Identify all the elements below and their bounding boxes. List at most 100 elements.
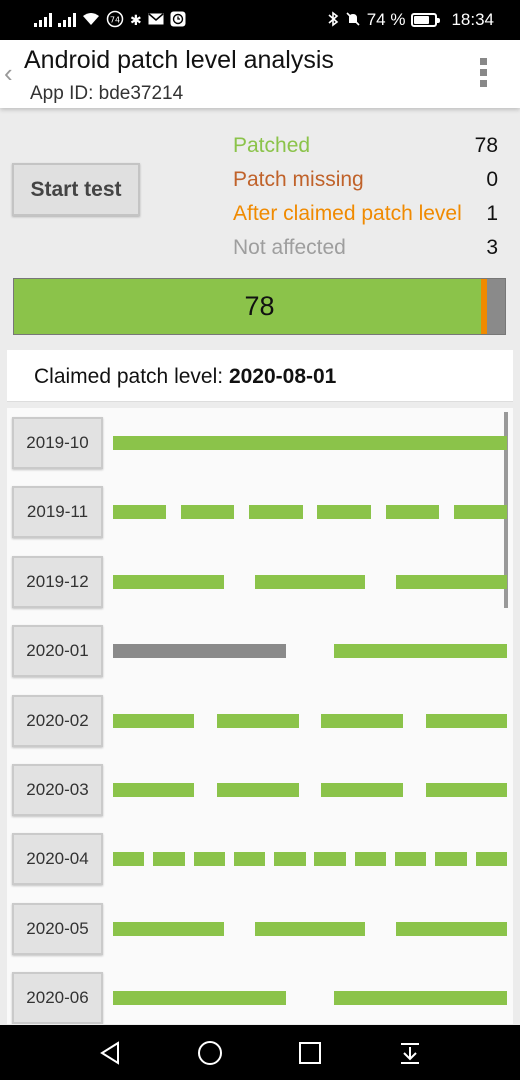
test-result-patched[interactable]	[113, 921, 224, 936]
progress-segment-patched	[14, 279, 482, 334]
claimed-value: 2020-08-01	[228, 365, 337, 388]
month-row: 2020-04	[7, 824, 513, 893]
progress-segment-not-affected	[487, 279, 505, 334]
test-result-patched[interactable]	[314, 852, 346, 867]
test-result-patched[interactable]	[113, 783, 195, 797]
month-list[interactable]: 2019-10 2019-11 2019-12 2020-01 2020-02 2020-…	[7, 408, 513, 1024]
summary-label: After claimed patch level	[233, 202, 462, 225]
month-button[interactable]: 2020-05	[12, 902, 103, 955]
month-row: 2020-05	[7, 894, 513, 963]
test-result-not-affected[interactable]	[113, 644, 286, 659]
test-result-patched[interactable]	[321, 783, 403, 797]
test-result-patched[interactable]	[113, 852, 145, 867]
test-result-patched[interactable]	[453, 505, 507, 520]
notification-pull-icon[interactable]	[395, 1038, 425, 1068]
battery-percent: 74 %	[366, 10, 406, 29]
test-result-patched[interactable]	[113, 574, 224, 589]
test-result-patched[interactable]	[321, 713, 403, 728]
test-result-patched[interactable]	[435, 852, 467, 867]
test-result-patched[interactable]	[181, 505, 235, 520]
app-bar: ‹ Android patch level analysis App ID: b…	[0, 40, 520, 108]
app-title: Android patch level analysis	[24, 46, 334, 74]
test-result-patched[interactable]	[193, 852, 226, 867]
month-button[interactable]: 2020-04	[12, 833, 103, 886]
test-result-patched[interactable]	[334, 644, 507, 659]
summary-value: 78	[474, 134, 498, 157]
month-row: 2019-12	[7, 547, 513, 616]
summary-label: Not affected	[233, 236, 346, 259]
test-result-patched[interactable]	[254, 574, 366, 589]
month-button[interactable]: 2019-11	[12, 486, 103, 539]
month-button[interactable]: 2020-03	[12, 764, 103, 816]
month-row: 2019-11	[7, 477, 513, 546]
test-result-patched[interactable]	[233, 852, 266, 867]
test-result-patched[interactable]	[113, 713, 195, 728]
month-button[interactable]: 2020-06	[12, 972, 103, 1024]
month-row: 2020-01	[7, 616, 513, 685]
claimed-label: Claimed patch level:	[34, 365, 229, 388]
test-result-patched[interactable]	[425, 713, 507, 728]
test-result-patched[interactable]	[113, 505, 167, 520]
summary-value: 1	[486, 202, 498, 225]
recents-square-icon[interactable]	[295, 1038, 325, 1068]
test-result-patched[interactable]	[113, 991, 286, 1006]
month-button[interactable]: 2019-10	[12, 417, 103, 469]
wifi-icon	[82, 12, 100, 28]
summary-label: Patch missing	[233, 168, 364, 191]
test-results-strip	[113, 921, 507, 936]
overflow-menu-icon[interactable]	[480, 58, 488, 87]
month-row: 2020-06	[7, 963, 513, 1024]
summary-row: Patch missing 0	[233, 165, 498, 199]
test-result-patched[interactable]	[396, 921, 507, 936]
status-right: 74 % 18:34	[327, 10, 494, 30]
signal-icon	[58, 13, 76, 27]
test-result-patched[interactable]	[254, 921, 366, 936]
navigation-bar	[0, 1025, 520, 1080]
summary-label: Patched	[233, 134, 311, 157]
gear-icon: ✱	[130, 12, 142, 28]
test-result-patched[interactable]	[394, 852, 427, 867]
test-result-patched[interactable]	[217, 713, 299, 728]
progress-segment-after-claimed	[481, 279, 488, 334]
patch-progress-label: 78	[244, 291, 275, 321]
test-result-patched[interactable]	[249, 505, 303, 520]
battery-icon	[411, 13, 441, 27]
test-result-patched[interactable]	[385, 505, 439, 520]
status-bar: 74 ✱ 74 % 18:34	[0, 0, 520, 40]
test-result-patched[interactable]	[317, 505, 371, 520]
summary-row: Not affected 3	[233, 233, 498, 267]
notification-badge-icon: 74	[106, 10, 124, 30]
test-result-patched[interactable]	[396, 574, 507, 589]
test-result-patched[interactable]	[334, 991, 507, 1006]
summary-row: Patched 78	[233, 131, 498, 165]
test-results-strip	[113, 852, 507, 867]
summary-value: 3	[486, 236, 498, 259]
summary-panel: Patched 78 Patch missing 0 After claimed pat…	[233, 131, 498, 267]
test-result-patched[interactable]	[217, 783, 299, 797]
test-result-patched[interactable]	[354, 852, 387, 867]
test-results-strip	[113, 713, 507, 728]
status-left: 74 ✱	[34, 10, 186, 30]
month-button[interactable]: 2020-01	[12, 625, 103, 678]
back-triangle-icon[interactable]	[95, 1038, 125, 1068]
month-button[interactable]: 2019-12	[12, 555, 103, 608]
test-results-strip	[113, 644, 507, 659]
back-chevron-icon[interactable]: ‹	[4, 58, 13, 88]
test-result-patched[interactable]	[274, 852, 306, 867]
start-test-button[interactable]: Start test	[12, 163, 140, 216]
summary-value: 0	[486, 168, 498, 191]
bluetooth-icon	[327, 11, 339, 29]
test-result-patched[interactable]	[113, 436, 507, 450]
month-button[interactable]: 2020-02	[12, 694, 103, 747]
mail-icon	[148, 13, 164, 27]
home-circle-icon[interactable]	[195, 1038, 225, 1068]
test-result-patched[interactable]	[153, 852, 185, 867]
test-results-strip	[113, 574, 507, 589]
test-results-strip	[113, 783, 507, 797]
test-results-strip	[113, 505, 507, 520]
month-row: 2019-10	[7, 408, 513, 477]
test-result-patched[interactable]	[425, 783, 507, 797]
test-result-patched[interactable]	[475, 852, 507, 867]
patch-progress-bar: 78	[13, 278, 506, 335]
test-results-strip	[113, 436, 507, 450]
